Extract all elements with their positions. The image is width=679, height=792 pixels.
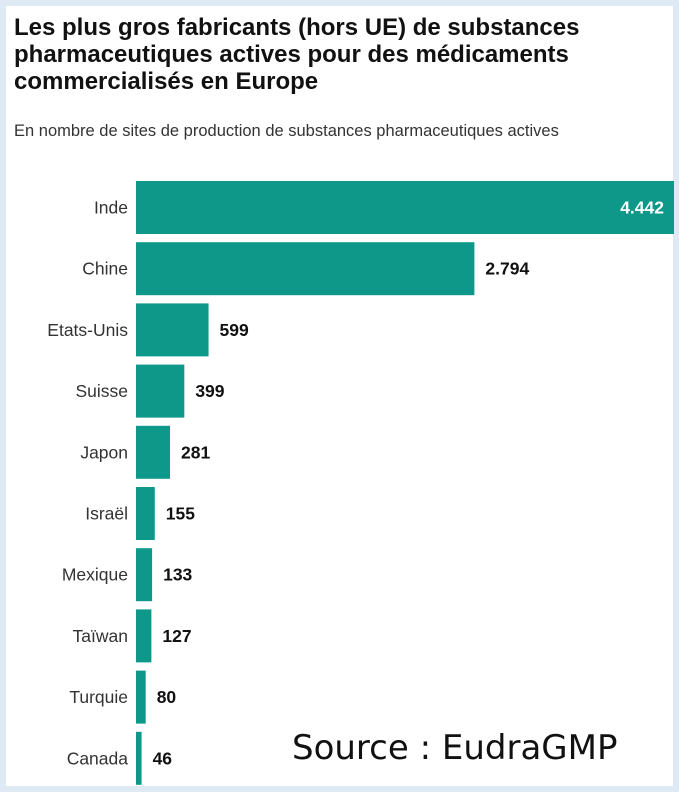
bar xyxy=(136,303,209,357)
chart-card xyxy=(6,6,673,786)
value-label: 4.442 xyxy=(620,198,664,218)
chart-subtitle: En nombre de sites de production de subs… xyxy=(14,122,559,140)
source-note: Source : EudraGMP xyxy=(292,728,618,768)
category-label: Suisse xyxy=(75,381,128,401)
bar xyxy=(136,487,155,540)
category-label: Turquie xyxy=(69,687,128,707)
category-label: Mexique xyxy=(62,565,128,585)
value-label: 46 xyxy=(153,748,173,768)
value-label: 127 xyxy=(162,626,191,646)
value-label: 133 xyxy=(163,565,192,585)
category-label: Taïwan xyxy=(73,626,128,646)
value-label: 2.794 xyxy=(485,259,529,279)
bar xyxy=(136,731,142,785)
bar xyxy=(136,670,146,724)
category-label: Japon xyxy=(80,442,128,462)
value-label: 155 xyxy=(166,504,195,524)
bar xyxy=(136,548,153,602)
bar xyxy=(136,242,475,296)
category-label: Israël xyxy=(85,504,128,524)
value-label: 399 xyxy=(195,381,224,401)
category-label: Canada xyxy=(67,748,129,768)
chart-title: Les plus gros fabricants (hors UE) de su… xyxy=(14,14,580,95)
category-label: Inde xyxy=(94,198,128,218)
bar xyxy=(136,181,674,234)
value-label: 599 xyxy=(220,320,249,340)
category-label: Chine xyxy=(82,259,128,279)
bar xyxy=(136,364,185,418)
value-label: 281 xyxy=(181,442,210,462)
value-label: 80 xyxy=(157,687,177,707)
category-label: Etats-Unis xyxy=(47,320,128,340)
bar xyxy=(136,425,171,479)
bar xyxy=(136,609,152,663)
